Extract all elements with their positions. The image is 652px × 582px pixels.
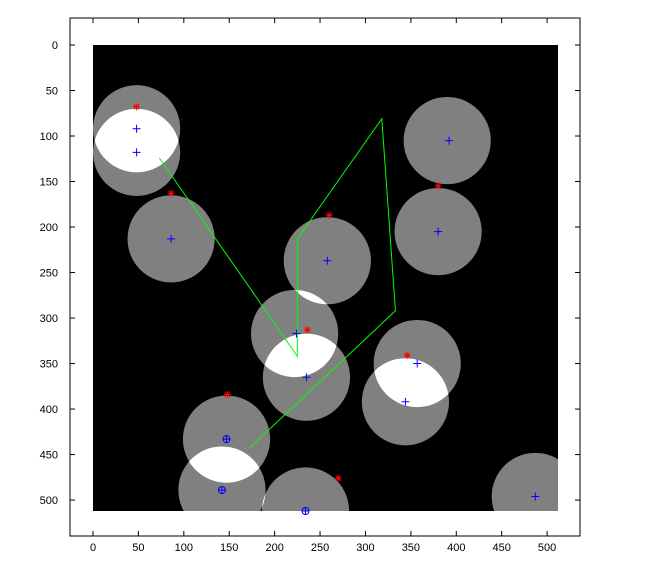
plus-marker-13	[531, 492, 540, 501]
y-tick-label-6: 300	[40, 313, 58, 325]
path-line	[158, 117, 396, 449]
y-tick-label-10: 500	[40, 495, 58, 507]
circle-marker-1	[217, 486, 226, 495]
overlap-group-6-7	[262, 333, 339, 378]
plus-marker-4	[434, 227, 443, 236]
x-tick-label-0: 0	[90, 542, 96, 554]
star-marker-3	[325, 211, 333, 219]
marker-layer	[132, 103, 540, 515]
star-marker-6	[223, 391, 231, 398]
x-tick-label-4: 200	[265, 542, 283, 554]
x-tick-label-7: 350	[402, 542, 420, 554]
star-marker-0	[133, 103, 141, 111]
circle-marker-0	[222, 435, 231, 444]
x-tick-label-6: 300	[356, 542, 374, 554]
plus-marker-7	[302, 373, 311, 382]
star-marker-4	[303, 326, 311, 334]
x-tick-label-2: 100	[175, 542, 193, 554]
plus-marker-10	[222, 435, 231, 444]
x-tick-label-3: 150	[220, 542, 238, 554]
path-layer	[158, 117, 396, 449]
star-marker-1	[167, 189, 175, 197]
y-tick-label-2: 100	[40, 131, 58, 143]
tick-layer: 0 50 100 150 200 250 300 350 400 450 500 0 50 100 150 2…	[40, 18, 580, 554]
star-marker-5	[403, 351, 411, 359]
plus-marker-8	[413, 359, 422, 368]
x-tick-label-1: 50	[132, 542, 144, 554]
overlap-6-7	[262, 333, 339, 378]
y-tick-label-1: 50	[46, 86, 58, 98]
star-marker-7	[334, 474, 342, 482]
plus-marker-2	[167, 234, 176, 243]
plus-marker-0	[132, 124, 141, 133]
y-tick-label-9: 450	[40, 450, 58, 462]
y-tick-label-4: 200	[40, 222, 58, 234]
overlap-10-11	[182, 446, 266, 483]
plus-marker-6	[292, 329, 301, 338]
circle-marker-2	[301, 507, 310, 515]
plus-marker-12	[301, 507, 310, 515]
disk-12	[261, 467, 350, 511]
y-tick-label-7: 350	[40, 359, 58, 371]
y-tick-label-3: 150	[40, 177, 58, 189]
plus-marker-11	[217, 486, 226, 495]
x-tick-label-9: 450	[493, 542, 511, 554]
x-tick-label-8: 400	[447, 542, 465, 554]
plus-marker-3	[445, 136, 454, 145]
x-tick-label-5: 250	[311, 542, 329, 554]
plus-marker-1	[132, 148, 141, 157]
plus-marker-9	[401, 397, 410, 406]
overlap-group-10-11	[182, 446, 266, 483]
y-tick-label-8: 400	[40, 404, 58, 416]
x-tick-label-10: 500	[538, 542, 556, 554]
y-tick-label-5: 250	[40, 268, 58, 280]
y-tick-label-0: 0	[52, 40, 58, 52]
plus-marker-5	[323, 256, 332, 265]
disk-13	[491, 452, 558, 511]
star-marker-2	[434, 182, 442, 190]
